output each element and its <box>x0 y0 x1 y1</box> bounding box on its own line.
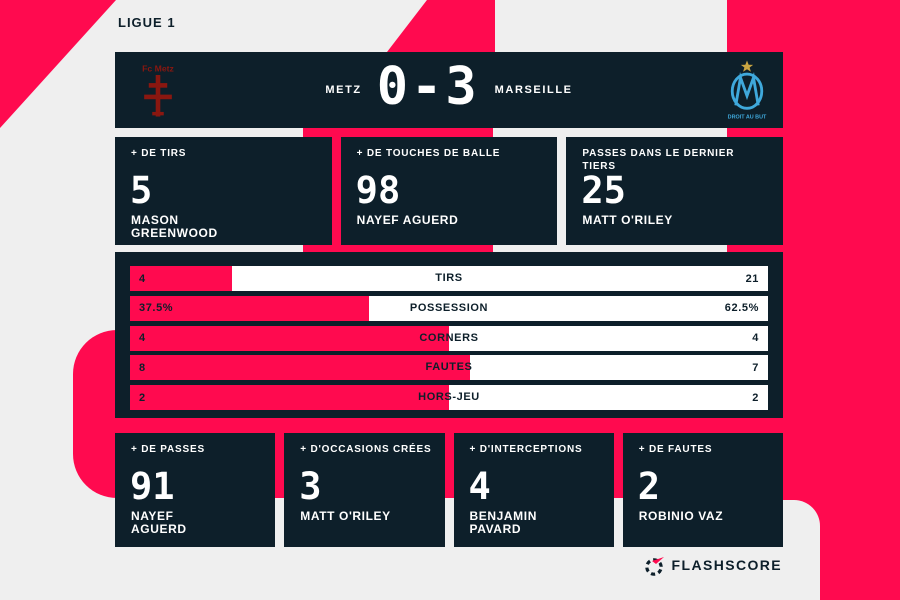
stat-value: 91 <box>130 465 175 508</box>
stat-player: MATT O'RILEY <box>582 213 673 227</box>
marseille-motto-text: DROIT AU BUT <box>728 114 767 120</box>
stat-bar-hors-jeu: 2 HORS-JEU 2 <box>130 385 768 410</box>
stat-box-tirs: + DE TIRS 5 MASON GREENWOOD <box>115 137 332 245</box>
marseille-crest-icon: DROIT AU BUT <box>728 60 767 120</box>
stat-box-interceptions: + D'INTERCEPTIONS 4 BENJAMIN PAVARD <box>453 433 614 547</box>
stat-box-occasions: + D'OCCASIONS CRÉES 3 MATT O'RILEY <box>284 433 445 547</box>
stat-box-fautes: + DE FAUTES 2 ROBINIO VAZ <box>622 433 783 547</box>
stat-player: NAYEF AGUERD <box>356 213 459 227</box>
home-value: 4 <box>139 272 146 285</box>
stat-value: 5 <box>130 169 153 212</box>
stat-label: + DE FAUTES <box>638 444 713 455</box>
stat-player: ROBINIO VAZ <box>638 509 724 523</box>
stat-box-passes: + DE PASSES 91 NAYEF AGUERD <box>115 433 276 547</box>
stat-box-passes-dernier-tiers: PASSES DANS LE DERNIER TIERS 25 MATT O'R… <box>566 137 784 245</box>
stat-bar-fautes: 8 FAUTES 7 <box>130 355 768 381</box>
bg-top-pink-parallelogram <box>387 0 495 52</box>
home-bar-fill <box>130 325 449 351</box>
team-comparison-panel: 4 TIRS 21 37.5% POSSESSION 62.5% 4 CORNE… <box>115 252 783 418</box>
stat-label: + D'INTERCEPTIONS <box>469 444 583 455</box>
stat-player: MATT O'RILEY <box>300 509 391 523</box>
stat-label: + D'OCCASIONS CRÉES <box>300 444 432 455</box>
home-value: 8 <box>139 361 146 374</box>
stat-category-label: TIRS <box>435 272 463 284</box>
away-team-label: MARSEILLE <box>494 84 573 96</box>
bg-top-left-pink-triangle <box>0 0 116 128</box>
home-bar-fill <box>130 266 233 291</box>
stat-value: 3 <box>299 465 322 508</box>
metz-crest-text: Fc Metz <box>142 64 174 74</box>
stat-category-label: FAUTES <box>425 361 473 374</box>
stat-value: 4 <box>468 465 491 508</box>
flashscore-branding: FLASHSCORE <box>644 553 782 577</box>
flashscore-logo-text: FLASHSCORE <box>671 557 782 573</box>
away-value: 4 <box>752 332 759 344</box>
stat-bar-corners: 4 CORNERS 4 <box>130 325 768 351</box>
stat-category-label: HORS-JEU <box>418 391 480 403</box>
star-icon <box>740 60 754 72</box>
top-stats-row: + DE TIRS 5 MASON GREENWOOD + DE TOUCHES… <box>115 137 784 245</box>
score-group: METZ 0-3 MARSEILLE <box>115 52 783 128</box>
home-value: 4 <box>139 332 146 344</box>
away-value: 21 <box>745 272 759 285</box>
stat-value: 2 <box>637 465 661 508</box>
stat-bar-possession: 37.5% POSSESSION 62.5% <box>130 295 768 321</box>
away-value: 62.5% <box>724 302 759 315</box>
home-value: 2 <box>139 391 146 404</box>
away-value: 7 <box>752 361 759 374</box>
score-value: 0-3 <box>376 57 480 117</box>
home-bar-fill <box>130 385 449 410</box>
away-value: 2 <box>752 391 759 404</box>
stat-box-touches: + DE TOUCHES DE BALLE 98 NAYEF AGUERD <box>340 137 558 245</box>
stat-player: NAYEF AGUERD <box>131 509 187 537</box>
stat-category-label: POSSESSION <box>409 301 489 314</box>
stat-label: + DE TOUCHES DE BALLE <box>356 148 501 159</box>
flashscore-icon <box>644 556 664 576</box>
stat-label: PASSES DANS LE DERNIER TIERS <box>582 148 735 172</box>
stat-player: MASON GREENWOOD <box>131 213 218 241</box>
home-bar-fill <box>130 295 370 321</box>
home-team-label: METZ <box>325 84 362 96</box>
stat-category-label: CORNERS <box>419 331 479 344</box>
home-value: 37.5% <box>139 302 174 315</box>
stat-value: 98 <box>355 169 401 212</box>
metz-crest-icon: Fc Metz <box>142 64 175 117</box>
stat-bar-tirs: 4 TIRS 21 <box>130 266 768 291</box>
stat-label: + DE TIRS <box>131 148 187 159</box>
home-bar-fill <box>130 355 471 381</box>
stat-value: 25 <box>581 169 626 212</box>
competition-label: LIGUE 1 <box>118 15 176 30</box>
bottom-stats-row: + DE PASSES 91 NAYEF AGUERD + D'OCCASION… <box>115 433 783 547</box>
stat-player: BENJAMIN PAVARD <box>469 509 537 537</box>
stat-label: + DE PASSES <box>131 444 205 455</box>
scoreboard: Fc Metz METZ 0-3 MARSEILLE DROIT AU BUT <box>115 52 783 128</box>
